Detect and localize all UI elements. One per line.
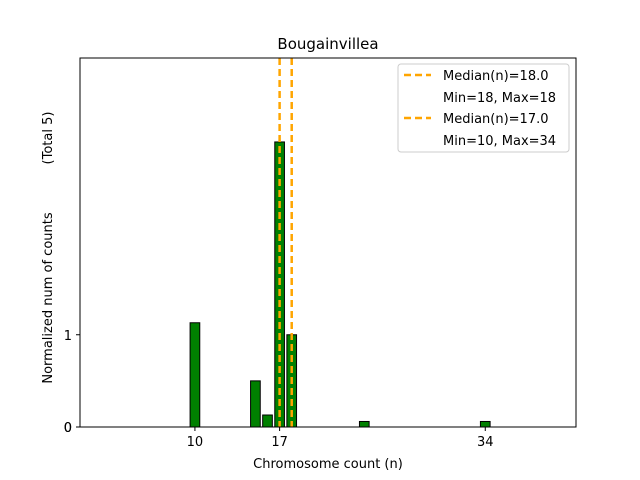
x-axis-ticks: 10 17 34 xyxy=(187,427,494,450)
legend-label-1: Median(n)=18.0 xyxy=(443,69,549,84)
legend-label-2: Median(n)=17.0 xyxy=(443,112,549,127)
median-lines xyxy=(278,58,293,427)
bar-15 xyxy=(250,380,261,428)
legend-sub-1: Min=18, Max=18 xyxy=(443,91,556,106)
chart-title: Bougainvillea xyxy=(277,35,378,53)
axes-frame xyxy=(79,57,577,428)
legend: Median(n)=18.0 Min=18, Max=18 Median(n)=… xyxy=(397,63,570,153)
y-axis-label: Normalized num of counts xyxy=(41,212,56,383)
legend-sub-2: Min=10, Max=34 xyxy=(443,134,556,149)
x-tick-label-34: 34 xyxy=(477,435,494,450)
bar-10 xyxy=(189,322,201,428)
y-tick-label-2: 1 xyxy=(64,329,72,344)
y-axis-total-label: (Total 5) xyxy=(41,112,56,165)
y-tick-label-0: 0 xyxy=(64,421,72,436)
legend-frame xyxy=(397,63,570,153)
x-tick-label-17: 17 xyxy=(271,435,288,450)
y-axis-ticks: 001 xyxy=(64,329,80,436)
y-tick-label-1: 0 xyxy=(64,421,72,436)
x-tick-label-10: 10 xyxy=(187,435,204,450)
bar-34 xyxy=(479,420,491,428)
x-axis-label: Chromosome count (n) xyxy=(253,457,403,472)
bar-24 xyxy=(358,420,370,428)
bar-16 xyxy=(262,414,273,428)
